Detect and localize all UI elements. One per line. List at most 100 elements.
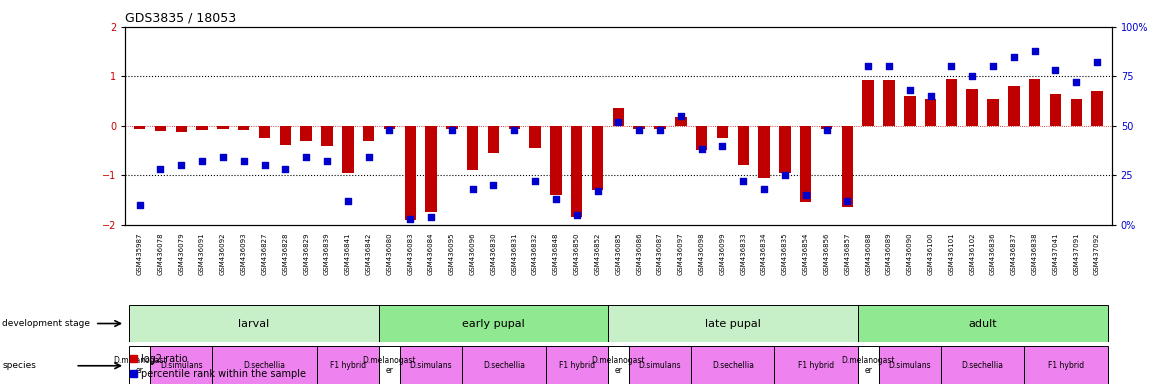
Point <box>943 63 961 70</box>
Text: GSM436091: GSM436091 <box>199 232 205 275</box>
Text: D.melanogast
er: D.melanogast er <box>842 356 895 376</box>
Point <box>609 119 628 125</box>
Bar <box>988 99 998 126</box>
Bar <box>488 126 499 153</box>
Bar <box>775 346 858 384</box>
Bar <box>404 126 416 220</box>
Bar <box>130 346 151 384</box>
Point <box>651 127 669 133</box>
Bar <box>134 126 146 129</box>
Point <box>713 142 732 149</box>
Point <box>1087 60 1106 66</box>
Text: GSM436832: GSM436832 <box>533 232 538 275</box>
Bar <box>467 126 478 170</box>
Point <box>547 196 565 202</box>
Point <box>1005 53 1024 60</box>
Bar <box>863 80 874 126</box>
Bar <box>779 126 791 173</box>
Bar <box>425 126 437 212</box>
Text: D.simulans: D.simulans <box>160 361 203 370</box>
Text: adult: adult <box>968 318 997 329</box>
Text: D.melanogast
er: D.melanogast er <box>362 356 416 376</box>
Text: GSM436102: GSM436102 <box>969 232 975 275</box>
Bar <box>821 126 833 129</box>
Point <box>276 166 294 172</box>
Text: GSM436833: GSM436833 <box>740 232 746 275</box>
Point <box>317 158 336 164</box>
Bar <box>941 346 1025 384</box>
Point <box>484 182 503 188</box>
Bar <box>946 79 958 126</box>
Bar <box>1009 86 1019 126</box>
Text: development stage: development stage <box>2 319 90 328</box>
Text: F1 hybrid: F1 hybrid <box>558 361 595 370</box>
Text: GSM436084: GSM436084 <box>428 232 434 275</box>
Point <box>838 198 857 204</box>
Text: GSM436827: GSM436827 <box>262 232 267 275</box>
Bar <box>130 305 379 342</box>
Text: GSM436854: GSM436854 <box>802 232 808 275</box>
Text: GSM436850: GSM436850 <box>573 232 580 275</box>
Point <box>131 202 149 208</box>
Bar <box>858 346 879 384</box>
Text: late pupal: late pupal <box>705 318 761 329</box>
Text: GSM436829: GSM436829 <box>303 232 309 275</box>
Point <box>567 212 586 218</box>
Bar <box>342 126 353 173</box>
Bar <box>691 346 775 384</box>
Text: GSM436836: GSM436836 <box>990 232 996 275</box>
Text: GSM436096: GSM436096 <box>470 232 476 275</box>
Point <box>213 154 232 161</box>
Bar <box>884 80 895 126</box>
Text: GSM437041: GSM437041 <box>1053 232 1058 275</box>
Bar <box>176 126 186 132</box>
Bar <box>633 126 645 129</box>
Point <box>901 87 919 93</box>
Point <box>173 162 191 169</box>
Bar <box>1091 91 1102 126</box>
Bar <box>1029 79 1040 126</box>
Bar <box>696 126 708 151</box>
Bar <box>300 126 312 141</box>
Point <box>588 188 607 194</box>
Bar <box>383 126 395 129</box>
Point <box>255 162 273 169</box>
Text: GSM436098: GSM436098 <box>698 232 704 275</box>
Bar <box>738 126 749 166</box>
Text: D.sechellia: D.sechellia <box>243 361 286 370</box>
Bar <box>1025 346 1107 384</box>
Text: GSM436857: GSM436857 <box>844 232 850 275</box>
Text: GSM436080: GSM436080 <box>387 232 393 275</box>
Text: GSM437091: GSM437091 <box>1073 232 1079 275</box>
Text: species: species <box>2 361 36 370</box>
Point <box>505 127 523 133</box>
Bar <box>1070 99 1082 126</box>
Bar <box>212 346 316 384</box>
Text: GSM436079: GSM436079 <box>178 232 184 275</box>
Text: GSM436093: GSM436093 <box>241 232 247 275</box>
Text: GSM436086: GSM436086 <box>636 232 643 275</box>
Point <box>984 63 1003 70</box>
Text: F1 hybrid: F1 hybrid <box>330 361 366 370</box>
Bar <box>800 126 812 202</box>
Point <box>401 216 419 222</box>
Text: GSM436848: GSM436848 <box>552 232 559 275</box>
Text: D.sechellia: D.sechellia <box>712 361 754 370</box>
Bar <box>529 126 541 148</box>
Bar <box>279 126 291 144</box>
Text: GSM436838: GSM436838 <box>1032 232 1038 275</box>
Point <box>442 127 461 133</box>
Point <box>1046 67 1064 73</box>
Bar <box>550 126 562 195</box>
Point <box>797 192 815 198</box>
Text: GDS3835 / 18053: GDS3835 / 18053 <box>125 12 236 25</box>
Text: D.simulans: D.simulans <box>888 361 931 370</box>
Point <box>630 127 648 133</box>
Text: GSM436100: GSM436100 <box>928 232 933 275</box>
Point <box>672 113 690 119</box>
Text: GSM436828: GSM436828 <box>283 232 288 275</box>
Point <box>152 166 170 172</box>
Text: GSM436090: GSM436090 <box>907 232 913 275</box>
Bar <box>904 96 916 126</box>
Bar <box>379 305 608 342</box>
